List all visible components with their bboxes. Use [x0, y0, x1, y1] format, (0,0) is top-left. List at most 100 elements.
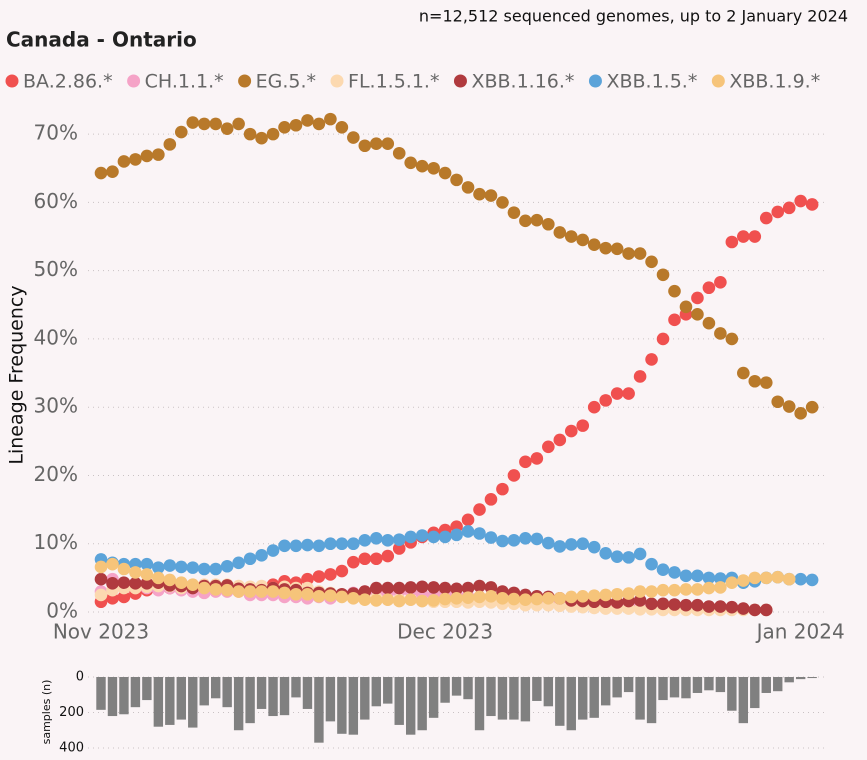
data-point — [392, 146, 406, 160]
data-point — [324, 589, 337, 602]
bar — [153, 677, 164, 727]
x-tick-label: Jan 2024 — [755, 620, 845, 644]
data-point — [220, 559, 234, 573]
data-point — [542, 217, 555, 231]
data-point — [369, 531, 383, 545]
data-point — [656, 332, 670, 346]
data-point — [94, 166, 108, 180]
data-point — [255, 549, 268, 562]
data-point — [450, 582, 463, 596]
data-point — [530, 532, 544, 546]
bar — [520, 677, 531, 722]
data-point — [152, 571, 165, 585]
data-point — [94, 588, 108, 602]
y-tick-label: 50% — [34, 257, 78, 281]
y-tick-label: 30% — [34, 394, 78, 418]
y-tick-label: 20% — [34, 462, 78, 486]
bar — [291, 677, 301, 698]
data-point — [530, 452, 544, 465]
data-point — [599, 394, 612, 407]
data-point — [759, 571, 773, 585]
bar — [795, 677, 806, 680]
data-point — [507, 534, 521, 547]
bar — [451, 677, 462, 696]
data-point — [438, 581, 452, 595]
data-point — [576, 537, 590, 551]
data-point — [117, 562, 131, 576]
legend-label: FL.1.5.1.* — [348, 71, 439, 93]
data-point — [289, 118, 303, 132]
data-point — [473, 187, 486, 201]
bar — [245, 677, 255, 724]
data-point — [255, 131, 268, 145]
data-point — [782, 572, 796, 586]
bar — [669, 677, 680, 698]
data-point — [633, 247, 647, 260]
data-point — [714, 581, 727, 594]
data-point — [496, 482, 509, 496]
data-point — [679, 569, 693, 583]
data-point — [599, 241, 612, 255]
bar — [497, 677, 508, 720]
data-point — [289, 539, 303, 553]
bar — [405, 677, 416, 735]
bar — [807, 677, 817, 679]
data-point — [599, 588, 612, 602]
data-point — [576, 233, 590, 247]
data-point — [622, 387, 635, 400]
data-point — [633, 547, 647, 561]
data-point — [415, 594, 429, 608]
data-point — [197, 117, 211, 131]
y-tick-label: 200 — [59, 705, 84, 720]
data-point — [461, 181, 475, 194]
data-point — [335, 590, 349, 604]
data-point — [266, 544, 280, 557]
bar — [383, 677, 393, 704]
data-point — [232, 556, 245, 570]
x-tick-label: Dec 2023 — [397, 620, 493, 644]
data-point — [771, 395, 785, 409]
data-point — [174, 125, 188, 139]
data-point — [576, 589, 590, 603]
data-point — [243, 552, 257, 566]
data-point — [427, 581, 440, 594]
data-point — [668, 284, 681, 298]
data-point — [656, 597, 670, 611]
data-point — [347, 555, 360, 569]
data-point — [163, 573, 177, 587]
data-point — [610, 242, 624, 256]
data-point — [461, 513, 475, 527]
bar — [142, 677, 152, 701]
bar — [337, 677, 347, 734]
data-point — [335, 121, 349, 134]
data-point — [473, 590, 486, 604]
data-point — [564, 590, 578, 604]
bar — [658, 677, 668, 701]
bar — [589, 677, 599, 718]
data-point — [656, 583, 670, 597]
data-point — [312, 117, 326, 131]
bar — [176, 677, 186, 720]
data-point — [347, 537, 360, 551]
data-point — [312, 589, 326, 603]
bar — [578, 677, 588, 720]
data-point — [645, 597, 658, 611]
data-point — [553, 226, 567, 239]
legend-label: EG.5.* — [256, 71, 316, 93]
data-point — [358, 593, 372, 607]
data-point — [117, 590, 131, 604]
data-point — [691, 598, 704, 612]
data-point — [702, 581, 716, 595]
data-point — [530, 213, 544, 227]
bar — [600, 677, 611, 706]
data-point — [163, 559, 177, 572]
data-point — [209, 583, 222, 596]
data-point — [129, 577, 142, 590]
data-point — [438, 530, 452, 544]
data-point — [542, 592, 555, 605]
data-point — [633, 370, 647, 383]
data-point — [599, 546, 612, 560]
data-point — [725, 576, 739, 589]
data-point — [668, 598, 681, 611]
data-point — [794, 572, 807, 586]
